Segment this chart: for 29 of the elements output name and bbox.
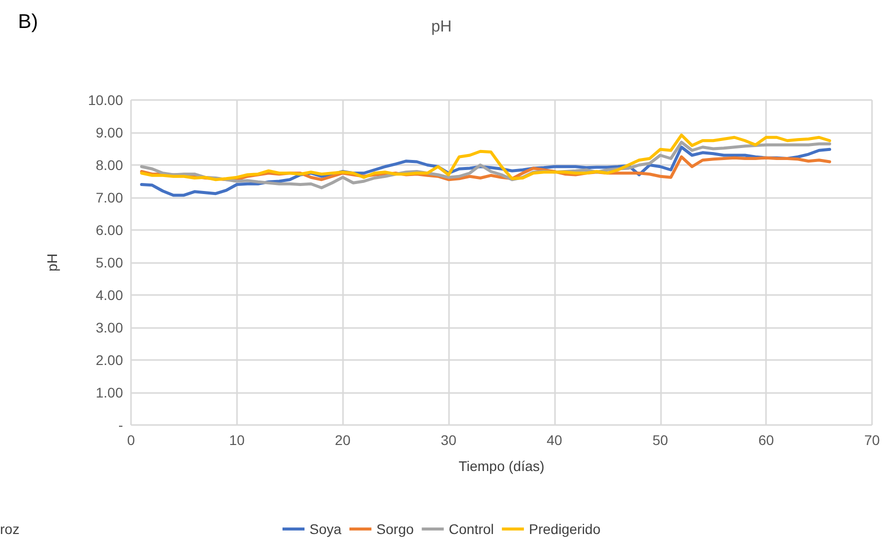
x-tick-label: 40 [546, 432, 562, 448]
x-tick-label: 70 [864, 432, 880, 448]
legend-label: Predigerido [528, 521, 601, 537]
line-series [140, 134, 832, 182]
y-tick-label: 1.00 [96, 384, 124, 400]
legend-label: Control [448, 521, 494, 537]
y-tick-label: 7.00 [96, 190, 124, 206]
x-tick-label: 30 [440, 432, 457, 448]
text: roz [0, 521, 20, 537]
x-tick-label: 10 [229, 432, 245, 448]
legend-label: Soya [310, 521, 342, 537]
text: B) [18, 11, 38, 33]
legend-label: Sorgo [376, 521, 414, 537]
y-tick-label: 10.00 [88, 92, 124, 108]
x-tick-label: 60 [758, 432, 774, 448]
y-axis-title: pH [44, 254, 60, 272]
x-tick-label: 50 [652, 432, 668, 448]
y-tick-label: 2.00 [96, 352, 124, 368]
chart-title: pH [431, 18, 452, 36]
x-axis-title: Tiempo (días) [458, 458, 544, 474]
y-tick-label: 5.00 [96, 254, 124, 270]
y-tick-label: 3.00 [96, 320, 124, 336]
y-tick-label: - [118, 417, 124, 433]
y-tick-label: 6.00 [96, 222, 124, 238]
x-tick-label: 20 [334, 432, 351, 448]
y-tick-label: 4.00 [96, 287, 124, 303]
x-tick-label: 0 [127, 432, 136, 448]
y-tick-label: 8.00 [96, 157, 124, 173]
y-tick-label: 9.00 [96, 124, 124, 140]
